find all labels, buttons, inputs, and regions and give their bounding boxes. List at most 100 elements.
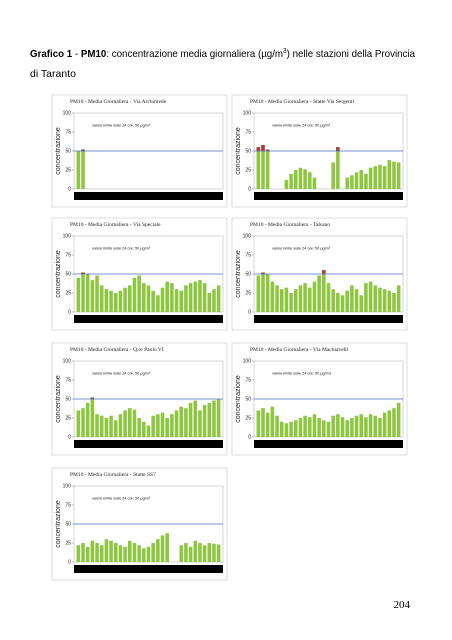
bar bbox=[298, 285, 303, 312]
bar bbox=[368, 414, 373, 437]
bar bbox=[188, 283, 193, 312]
y-axis-label: concentrazione bbox=[235, 375, 242, 423]
x-axis-strip bbox=[254, 192, 403, 200]
chart-title: PM10 - Media Giornaliera - Q.re Paolo VI bbox=[70, 347, 164, 353]
bar bbox=[326, 283, 331, 312]
bar bbox=[322, 420, 326, 437]
limit-annotation: valore limite sulle 24 ore: 50 µg/m³ bbox=[272, 247, 331, 251]
y-axis-label: concentrazione bbox=[235, 250, 242, 298]
bar bbox=[90, 397, 95, 437]
y-tick-label: 50 bbox=[245, 397, 251, 403]
bar bbox=[284, 423, 289, 437]
bar bbox=[378, 418, 382, 437]
y-tick-label: 75 bbox=[245, 378, 251, 384]
bar bbox=[202, 283, 207, 312]
bar bbox=[216, 399, 221, 437]
bar bbox=[289, 293, 293, 312]
caption-text-end: ) nelle stazioni della Provincia bbox=[287, 48, 415, 60]
y-tick-label: 25 bbox=[65, 416, 71, 422]
bar bbox=[81, 272, 85, 312]
exceedance bbox=[261, 272, 265, 274]
bar bbox=[293, 289, 298, 312]
y-tick-label: 25 bbox=[245, 291, 251, 297]
page-number: 204 bbox=[394, 599, 411, 611]
bar bbox=[350, 418, 354, 437]
bar bbox=[81, 408, 85, 437]
bar bbox=[174, 289, 179, 312]
bar bbox=[256, 275, 261, 312]
y-tick-label: 75 bbox=[245, 253, 251, 259]
exceedance bbox=[336, 147, 340, 151]
bar bbox=[340, 295, 345, 312]
bar bbox=[170, 414, 174, 437]
y-axis-label: concentrazione bbox=[55, 375, 62, 423]
bar bbox=[279, 421, 284, 437]
y-tick-label: 75 bbox=[65, 378, 71, 384]
bar bbox=[293, 420, 298, 437]
y-tick-label: 0 bbox=[248, 435, 251, 441]
bar bbox=[279, 289, 284, 312]
limit-annotation: valore limite sulle 24 ore: 50 µg/m³ bbox=[92, 247, 151, 251]
bar bbox=[156, 539, 160, 562]
bar bbox=[85, 402, 90, 437]
bar bbox=[387, 160, 392, 189]
bar bbox=[198, 410, 202, 437]
bar bbox=[160, 412, 165, 437]
bar bbox=[132, 543, 137, 562]
bar bbox=[308, 172, 312, 189]
bar bbox=[368, 281, 373, 312]
bar bbox=[188, 546, 193, 562]
bar bbox=[76, 277, 81, 312]
chart: PM10 - Media Giornaliera - Via Speciale 0… bbox=[51, 217, 228, 331]
bar bbox=[392, 293, 396, 312]
y-tick-label: 75 bbox=[65, 130, 71, 136]
bar bbox=[261, 408, 265, 437]
y-tick-label: 0 bbox=[68, 310, 71, 316]
bar bbox=[174, 410, 179, 437]
caption-dash: - bbox=[75, 48, 79, 60]
chart-title: PM10 - Media Giornaliera - Via Machiavel… bbox=[250, 347, 349, 353]
bar bbox=[364, 283, 368, 312]
bar bbox=[261, 144, 265, 189]
limit-annotation: valore limite sulle 24 ore: 50 µg/m³ bbox=[92, 497, 151, 501]
exceedance bbox=[256, 147, 261, 151]
y-tick-label: 25 bbox=[245, 168, 251, 174]
chart: PM10 - Media Giornaliera - Talsano 0 25 50 7… bbox=[231, 217, 408, 331]
bar bbox=[331, 162, 335, 189]
bar bbox=[202, 545, 207, 562]
bar bbox=[256, 410, 261, 437]
x-axis-strip bbox=[74, 315, 223, 323]
x-axis-strip bbox=[74, 440, 223, 448]
bar bbox=[146, 425, 151, 437]
bar bbox=[76, 545, 81, 562]
bar bbox=[156, 295, 160, 312]
x-axis-strip bbox=[254, 315, 403, 323]
chart: PM10 - Media Giornaliera - Statte SS7 0 25… bbox=[51, 467, 228, 581]
x-axis-strip bbox=[74, 565, 223, 573]
bar bbox=[193, 400, 198, 437]
bar bbox=[99, 545, 104, 562]
bar bbox=[113, 543, 118, 562]
bar bbox=[198, 543, 202, 562]
bar bbox=[345, 177, 349, 189]
y-tick-label: 0 bbox=[248, 187, 251, 193]
y-axis-label: concentrazione bbox=[235, 127, 242, 175]
bar bbox=[212, 400, 216, 437]
bar bbox=[76, 151, 81, 189]
bar bbox=[331, 415, 335, 437]
y-tick-label: 75 bbox=[65, 253, 71, 259]
bar bbox=[151, 543, 155, 562]
bar bbox=[104, 539, 109, 562]
bar bbox=[298, 418, 303, 437]
chart-title: PM10 - Media Giornaliera - Statte Via Se… bbox=[250, 99, 355, 105]
bar bbox=[123, 410, 127, 437]
bar bbox=[184, 285, 188, 312]
caption: Grafico 1 - PM10: concentrazione media g… bbox=[30, 48, 415, 60]
bar bbox=[298, 167, 303, 189]
y-tick-label: 75 bbox=[245, 130, 251, 136]
bar bbox=[289, 173, 293, 189]
bar bbox=[284, 287, 289, 312]
bar bbox=[81, 543, 85, 562]
bar bbox=[123, 546, 127, 562]
bar bbox=[382, 166, 387, 189]
